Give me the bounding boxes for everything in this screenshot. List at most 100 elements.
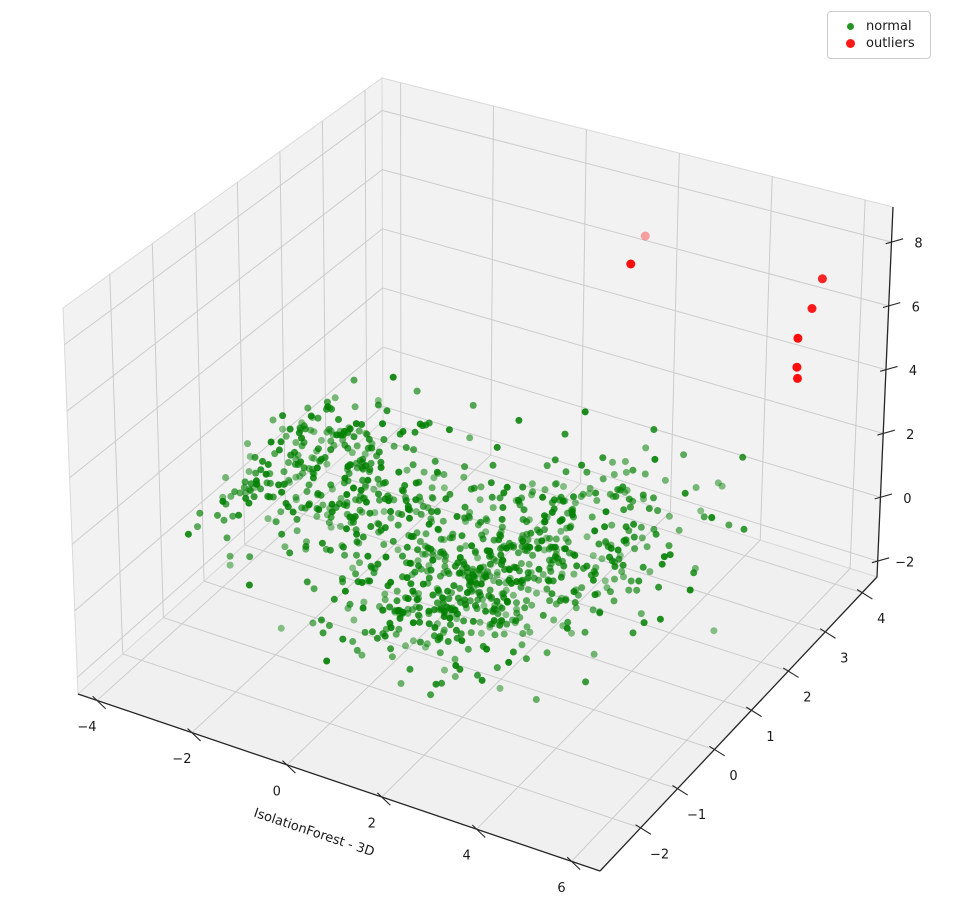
normal-point [429,556,437,564]
normal-point [609,458,616,466]
normal-point [681,489,689,497]
outlier-point [792,362,802,372]
normal-point [581,628,589,636]
normal-point [591,591,599,599]
normal-point [383,407,391,415]
normal-point [410,446,418,454]
normal-point [661,476,669,484]
normal-point [476,496,484,504]
axis-spines [77,206,894,872]
normal-point [279,425,286,433]
normal-point [303,578,311,586]
normal-point [480,602,488,610]
normal-point [451,673,459,680]
normal-point [522,655,530,663]
normal-point [502,611,510,619]
normal-point [374,519,382,527]
normal-point [245,468,253,475]
y-tick-label: −2 [650,847,669,862]
normal-point [488,493,496,501]
normal-point [642,444,650,452]
normal-point [568,629,575,637]
normal-point [387,508,395,515]
normal-point [403,543,411,551]
normal-point [502,579,510,587]
normal-point [359,465,367,473]
normal-point [415,478,423,486]
normal-point [434,620,441,628]
normal-point [524,586,532,594]
normal-point [599,475,607,483]
normal-point [313,464,321,472]
normal-point [511,619,519,627]
normal-point [589,606,597,614]
x-tick-label: 4 [462,849,470,864]
normal-point [328,405,336,413]
normal-point [429,591,437,599]
outlier-points [626,231,827,383]
normal-point [414,546,422,554]
normal-point [474,671,481,679]
normal-point [697,507,705,515]
normal-point [496,603,504,611]
normal-point [521,542,529,550]
normal-point [578,461,586,469]
normal-point [323,657,331,665]
normal-point [391,608,399,616]
normal-point [552,600,560,608]
normal-point [381,479,389,486]
normal-point [493,664,501,672]
normal-point [427,691,435,699]
normal-point [448,610,456,618]
normal-point [612,492,620,500]
normal-point [394,546,402,554]
normal-point [423,640,431,648]
normal-point [223,534,231,542]
normal-point [462,542,470,550]
normal-point [352,496,360,504]
normal-point [361,483,369,491]
normal-point [361,481,369,489]
normal-point [456,545,464,553]
normal-point [359,604,367,612]
normal-point [611,563,619,570]
normal-point [338,575,346,583]
normal-point [571,499,579,507]
normal-point [343,510,351,518]
normal-point [523,623,531,631]
normal-point [519,532,527,539]
normal-point [413,387,421,395]
normal-point [514,549,522,557]
normal-point [235,511,243,519]
normal-point [540,518,548,526]
normal-point [451,655,459,663]
normal-point [429,551,437,559]
normal-point [607,544,615,552]
normal-point [365,468,373,476]
normal-point [708,514,716,522]
normal-point [377,464,385,471]
normal-point [560,483,567,490]
normal-point [313,512,321,520]
normal-point [599,454,607,462]
normal-point [582,678,590,686]
normal-point [543,585,551,593]
normal-point [399,552,406,560]
normal-point [436,633,444,641]
normal-point [740,525,748,533]
normal-point [390,496,398,504]
normal-point [478,531,486,539]
normal-point [354,578,362,586]
normal-point [442,495,450,503]
normal-point [325,519,333,526]
normal-point [292,496,300,504]
normal-point [524,569,532,577]
normal-point [651,455,659,463]
normal-point [305,501,313,509]
normal-point [377,526,385,534]
normal-point [406,514,413,522]
normal-point [272,518,280,526]
normal-point [319,501,327,509]
normal-point [330,595,338,603]
normal-point [551,480,559,488]
